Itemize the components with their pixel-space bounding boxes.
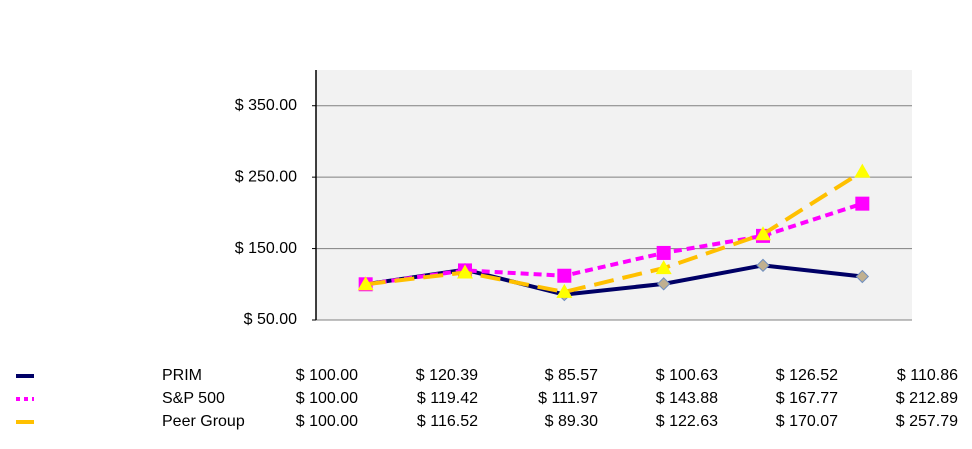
marker — [655, 260, 672, 275]
table-value: $ 143.88 — [656, 390, 718, 407]
table-value: $ 120.39 — [416, 367, 478, 384]
table-value: $ 100.00 — [296, 367, 358, 384]
y-tick-label: $ 150.00 — [235, 240, 297, 257]
table-value: $ 110.86 — [897, 367, 958, 384]
marker — [656, 245, 671, 260]
table-value: $ 100.00 — [296, 390, 358, 407]
y-tick-label: $ 50.00 — [244, 311, 297, 328]
series-line — [365, 201, 863, 287]
marker — [457, 264, 473, 279]
marker — [755, 226, 771, 241]
marker — [556, 283, 573, 298]
legend-label: S&P 500 — [162, 390, 225, 407]
table-value: $ 116.52 — [417, 413, 478, 430]
table-value: $ 212.89 — [896, 390, 958, 407]
table-value: $ 111.97 — [538, 390, 598, 407]
table-value: $ 119.42 — [417, 390, 478, 407]
table-value: $ 167.77 — [776, 390, 838, 407]
legend-label: Peer Group — [162, 413, 245, 430]
table-value: $ 100.00 — [296, 413, 358, 430]
marker — [357, 276, 374, 291]
y-tick-label: $ 250.00 — [235, 168, 297, 185]
marker — [557, 268, 572, 283]
legend-label: PRIM — [162, 367, 202, 384]
table-value: $ 85.57 — [545, 367, 598, 384]
marker — [854, 163, 871, 178]
table-value: $ 126.52 — [776, 367, 838, 384]
marker — [656, 277, 671, 291]
table-value: $ 89.30 — [545, 413, 598, 430]
marker — [855, 196, 870, 211]
table-value: $ 122.63 — [656, 413, 718, 430]
table-value: $ 100.63 — [656, 367, 718, 384]
marker — [855, 269, 870, 284]
marker — [756, 258, 770, 273]
table-value: $ 170.07 — [776, 413, 838, 430]
y-tick-label: $ 350.00 — [235, 97, 297, 114]
table-value: $ 257.79 — [896, 413, 958, 430]
